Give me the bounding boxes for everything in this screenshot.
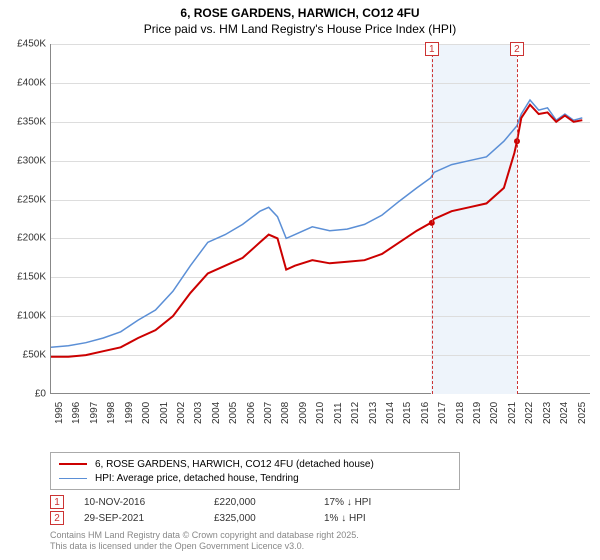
x-axis-label: 2001	[159, 402, 170, 424]
x-axis-label: 2010	[315, 402, 326, 424]
x-axis-label: 1998	[106, 402, 117, 424]
x-axis-label: 2006	[246, 402, 257, 424]
plot-area: 12	[50, 44, 590, 394]
legend-row: HPI: Average price, detached house, Tend…	[59, 471, 451, 485]
x-axis-label: 2014	[385, 402, 396, 424]
y-axis-label: £300K	[6, 155, 46, 166]
x-axis-label: 2025	[577, 402, 588, 424]
y-axis-label: £250K	[6, 194, 46, 205]
sale-row-delta: 17% ↓ HPI	[324, 497, 414, 508]
x-axis-label: 1995	[54, 402, 65, 424]
sale-row-delta: 1% ↓ HPI	[324, 513, 414, 524]
sale-row: 2 29-SEP-2021£325,0001% ↓ HPI	[50, 510, 414, 526]
x-axis-label: 2018	[455, 402, 466, 424]
x-axis-label: 1996	[71, 402, 82, 424]
line-plot-svg	[51, 44, 591, 394]
x-axis-label: 2008	[280, 402, 291, 424]
legend-row: 6, ROSE GARDENS, HARWICH, CO12 4FU (deta…	[59, 457, 451, 471]
y-axis-label: £350K	[6, 116, 46, 127]
x-axis-label: 2021	[507, 402, 518, 424]
sale-row-marker: 1	[50, 495, 64, 509]
y-axis-label: £50K	[6, 350, 46, 361]
x-axis-label: 2002	[176, 402, 187, 424]
chart-container: 6, ROSE GARDENS, HARWICH, CO12 4FU Price…	[0, 0, 600, 560]
x-axis-label: 1997	[89, 402, 100, 424]
sale-row: 1 10-NOV-2016£220,00017% ↓ HPI	[50, 494, 414, 510]
y-axis-label: £200K	[6, 233, 46, 244]
x-axis-label: 1999	[124, 402, 135, 424]
x-axis-label: 2003	[193, 402, 204, 424]
series-hpi	[51, 100, 582, 347]
legend-swatch	[59, 478, 87, 479]
legend-label: HPI: Average price, detached house, Tend…	[95, 473, 299, 484]
sale-row-date: 10-NOV-2016	[84, 497, 214, 508]
sale-row-date: 29-SEP-2021	[84, 513, 214, 524]
legend-label: 6, ROSE GARDENS, HARWICH, CO12 4FU (deta…	[95, 459, 374, 470]
x-axis-label: 2000	[141, 402, 152, 424]
x-axis-label: 2009	[298, 402, 309, 424]
x-axis-label: 2011	[333, 402, 344, 424]
x-axis-label: 2019	[472, 402, 483, 424]
y-axis-label: £400K	[6, 77, 46, 88]
title-subtitle: Price paid vs. HM Land Registry's House …	[0, 22, 600, 36]
x-axis-label: 2016	[420, 402, 431, 424]
sale-marker-line	[517, 44, 518, 394]
x-axis-label: 2022	[524, 402, 535, 424]
y-axis-label: £100K	[6, 311, 46, 322]
sale-annotations: 1 10-NOV-2016£220,00017% ↓ HPI 2 29-SEP-202…	[50, 494, 414, 526]
footer-line2: This data is licensed under the Open Gov…	[50, 541, 359, 552]
x-axis-label: 2020	[489, 402, 500, 424]
y-axis-label: £150K	[6, 272, 46, 283]
sale-row-price: £325,000	[214, 513, 324, 524]
sale-marker-label: 1	[425, 42, 439, 56]
title-address: 6, ROSE GARDENS, HARWICH, CO12 4FU	[0, 6, 600, 20]
x-axis-label: 2005	[228, 402, 239, 424]
legend: 6, ROSE GARDENS, HARWICH, CO12 4FU (deta…	[50, 452, 460, 490]
chart-area: 12 £0£50K£100K£150K£200K£250K£300K£350K£…	[50, 44, 590, 419]
legend-swatch	[59, 463, 87, 465]
sale-row-price: £220,000	[214, 497, 324, 508]
footer-line1: Contains HM Land Registry data © Crown c…	[50, 530, 359, 541]
y-axis-label: £450K	[6, 39, 46, 50]
sale-marker-label: 2	[510, 42, 524, 56]
x-axis-label: 2012	[350, 402, 361, 424]
x-axis-label: 2023	[542, 402, 553, 424]
y-axis-label: £0	[6, 389, 46, 400]
x-axis-label: 2017	[437, 402, 448, 424]
sale-marker-line	[432, 44, 433, 394]
title-block: 6, ROSE GARDENS, HARWICH, CO12 4FU Price…	[0, 0, 600, 36]
x-axis-label: 2013	[368, 402, 379, 424]
x-axis-label: 2007	[263, 402, 274, 424]
sale-row-marker: 2	[50, 511, 64, 525]
x-axis-label: 2004	[211, 402, 222, 424]
x-axis-label: 2015	[402, 402, 413, 424]
x-axis-label: 2024	[559, 402, 570, 424]
footer: Contains HM Land Registry data © Crown c…	[50, 530, 359, 552]
